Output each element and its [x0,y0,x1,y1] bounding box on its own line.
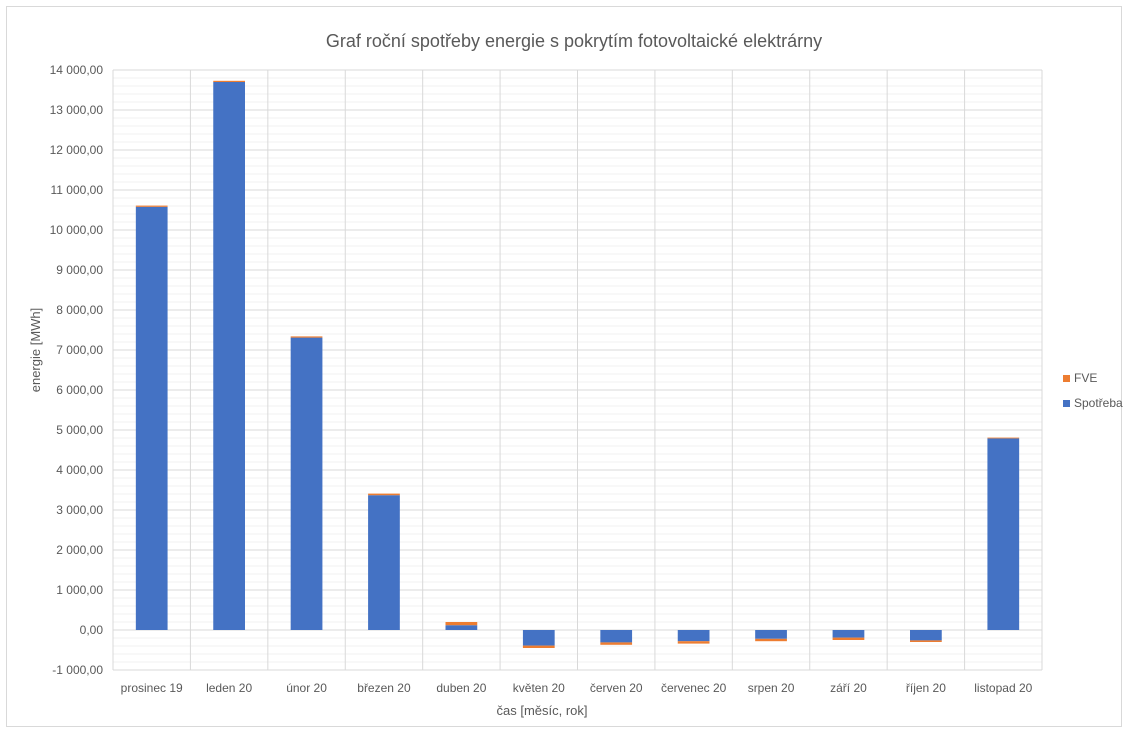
bar-fve [755,638,787,642]
bar-spot-eba [522,630,555,646]
bar-fve [910,640,942,642]
y-tick-label: 8 000,00 [56,303,103,317]
x-tick-label: září 20 [830,681,867,695]
bar-spot-eba [910,630,942,641]
bar-fve [832,637,865,640]
x-tick-label: červen 20 [590,681,643,695]
legend-swatch [1063,400,1070,407]
bar-fve [290,336,323,338]
x-tick-label: říjen 20 [906,681,946,695]
y-tick-label: 12 000,00 [50,143,104,157]
y-tick-label: 11 000,00 [51,183,104,197]
text-layer: Graf roční spotřeby energie s pokrytím f… [28,31,1033,718]
bar-spot-eba [135,206,168,631]
y-tick-label: 0,00 [80,623,104,637]
bars-layer [135,80,1020,648]
bar-spot-eba [832,630,865,638]
legend-swatch [1063,375,1070,382]
bar-fve [522,645,555,648]
bar-spot-eba [987,438,1020,630]
legend-label: Spotřeba [1074,396,1123,410]
x-tick-label: březen 20 [357,681,411,695]
x-tick-label: prosinec 19 [121,681,183,695]
y-tick-label: -1 000,00 [52,663,103,677]
bar-spot-eba [290,337,323,630]
y-tick-label: 10 000,00 [50,223,104,237]
bar-spot-eba [600,630,633,643]
x-tick-label: květen 20 [513,681,565,695]
y-tick-label: 7 000,00 [56,343,103,357]
y-tick-label: 2 000,00 [56,543,103,557]
x-tick-label: červenec 20 [661,681,727,695]
bar-spot-eba [445,625,478,630]
bar-spot-eba [755,630,787,639]
legend-label: FVE [1074,371,1097,385]
bar-spot-eba [368,495,400,630]
y-tick-label: 5 000,00 [56,423,103,437]
bar-fve [987,437,1020,439]
grid-layer [112,69,1043,671]
y-tick-label: 14 000,00 [50,63,104,77]
bar-fve [445,622,478,626]
y-tick-label: 6 000,00 [56,383,103,397]
y-tick-label: 3 000,00 [56,503,103,517]
x-tick-label: únor 20 [286,681,327,695]
y-tick-label: 1 000,00 [56,583,103,597]
y-axis-title: energie [MWh] [28,308,43,393]
bar-fve [213,80,245,82]
chart-title: Graf roční spotřeby energie s pokrytím f… [326,31,822,51]
x-tick-label: duben 20 [436,681,486,695]
bar-spot-eba [213,82,245,630]
x-tick-label: srpen 20 [748,681,795,695]
bar-fve [135,205,168,207]
x-axis-title: čas [měsíc, rok] [496,703,587,718]
y-tick-label: 9 000,00 [56,263,103,277]
x-tick-label: leden 20 [206,681,252,695]
y-tick-label: 4 000,00 [56,463,103,477]
y-tick-label: 13 000,00 [50,103,104,117]
legend: FVE Spotřeba [1063,371,1123,410]
bar-fve [677,641,710,644]
x-tick-label: listopad 20 [974,681,1032,695]
bar-fve [600,642,633,645]
bar-spot-eba [677,630,710,642]
bar-fve [368,493,400,496]
